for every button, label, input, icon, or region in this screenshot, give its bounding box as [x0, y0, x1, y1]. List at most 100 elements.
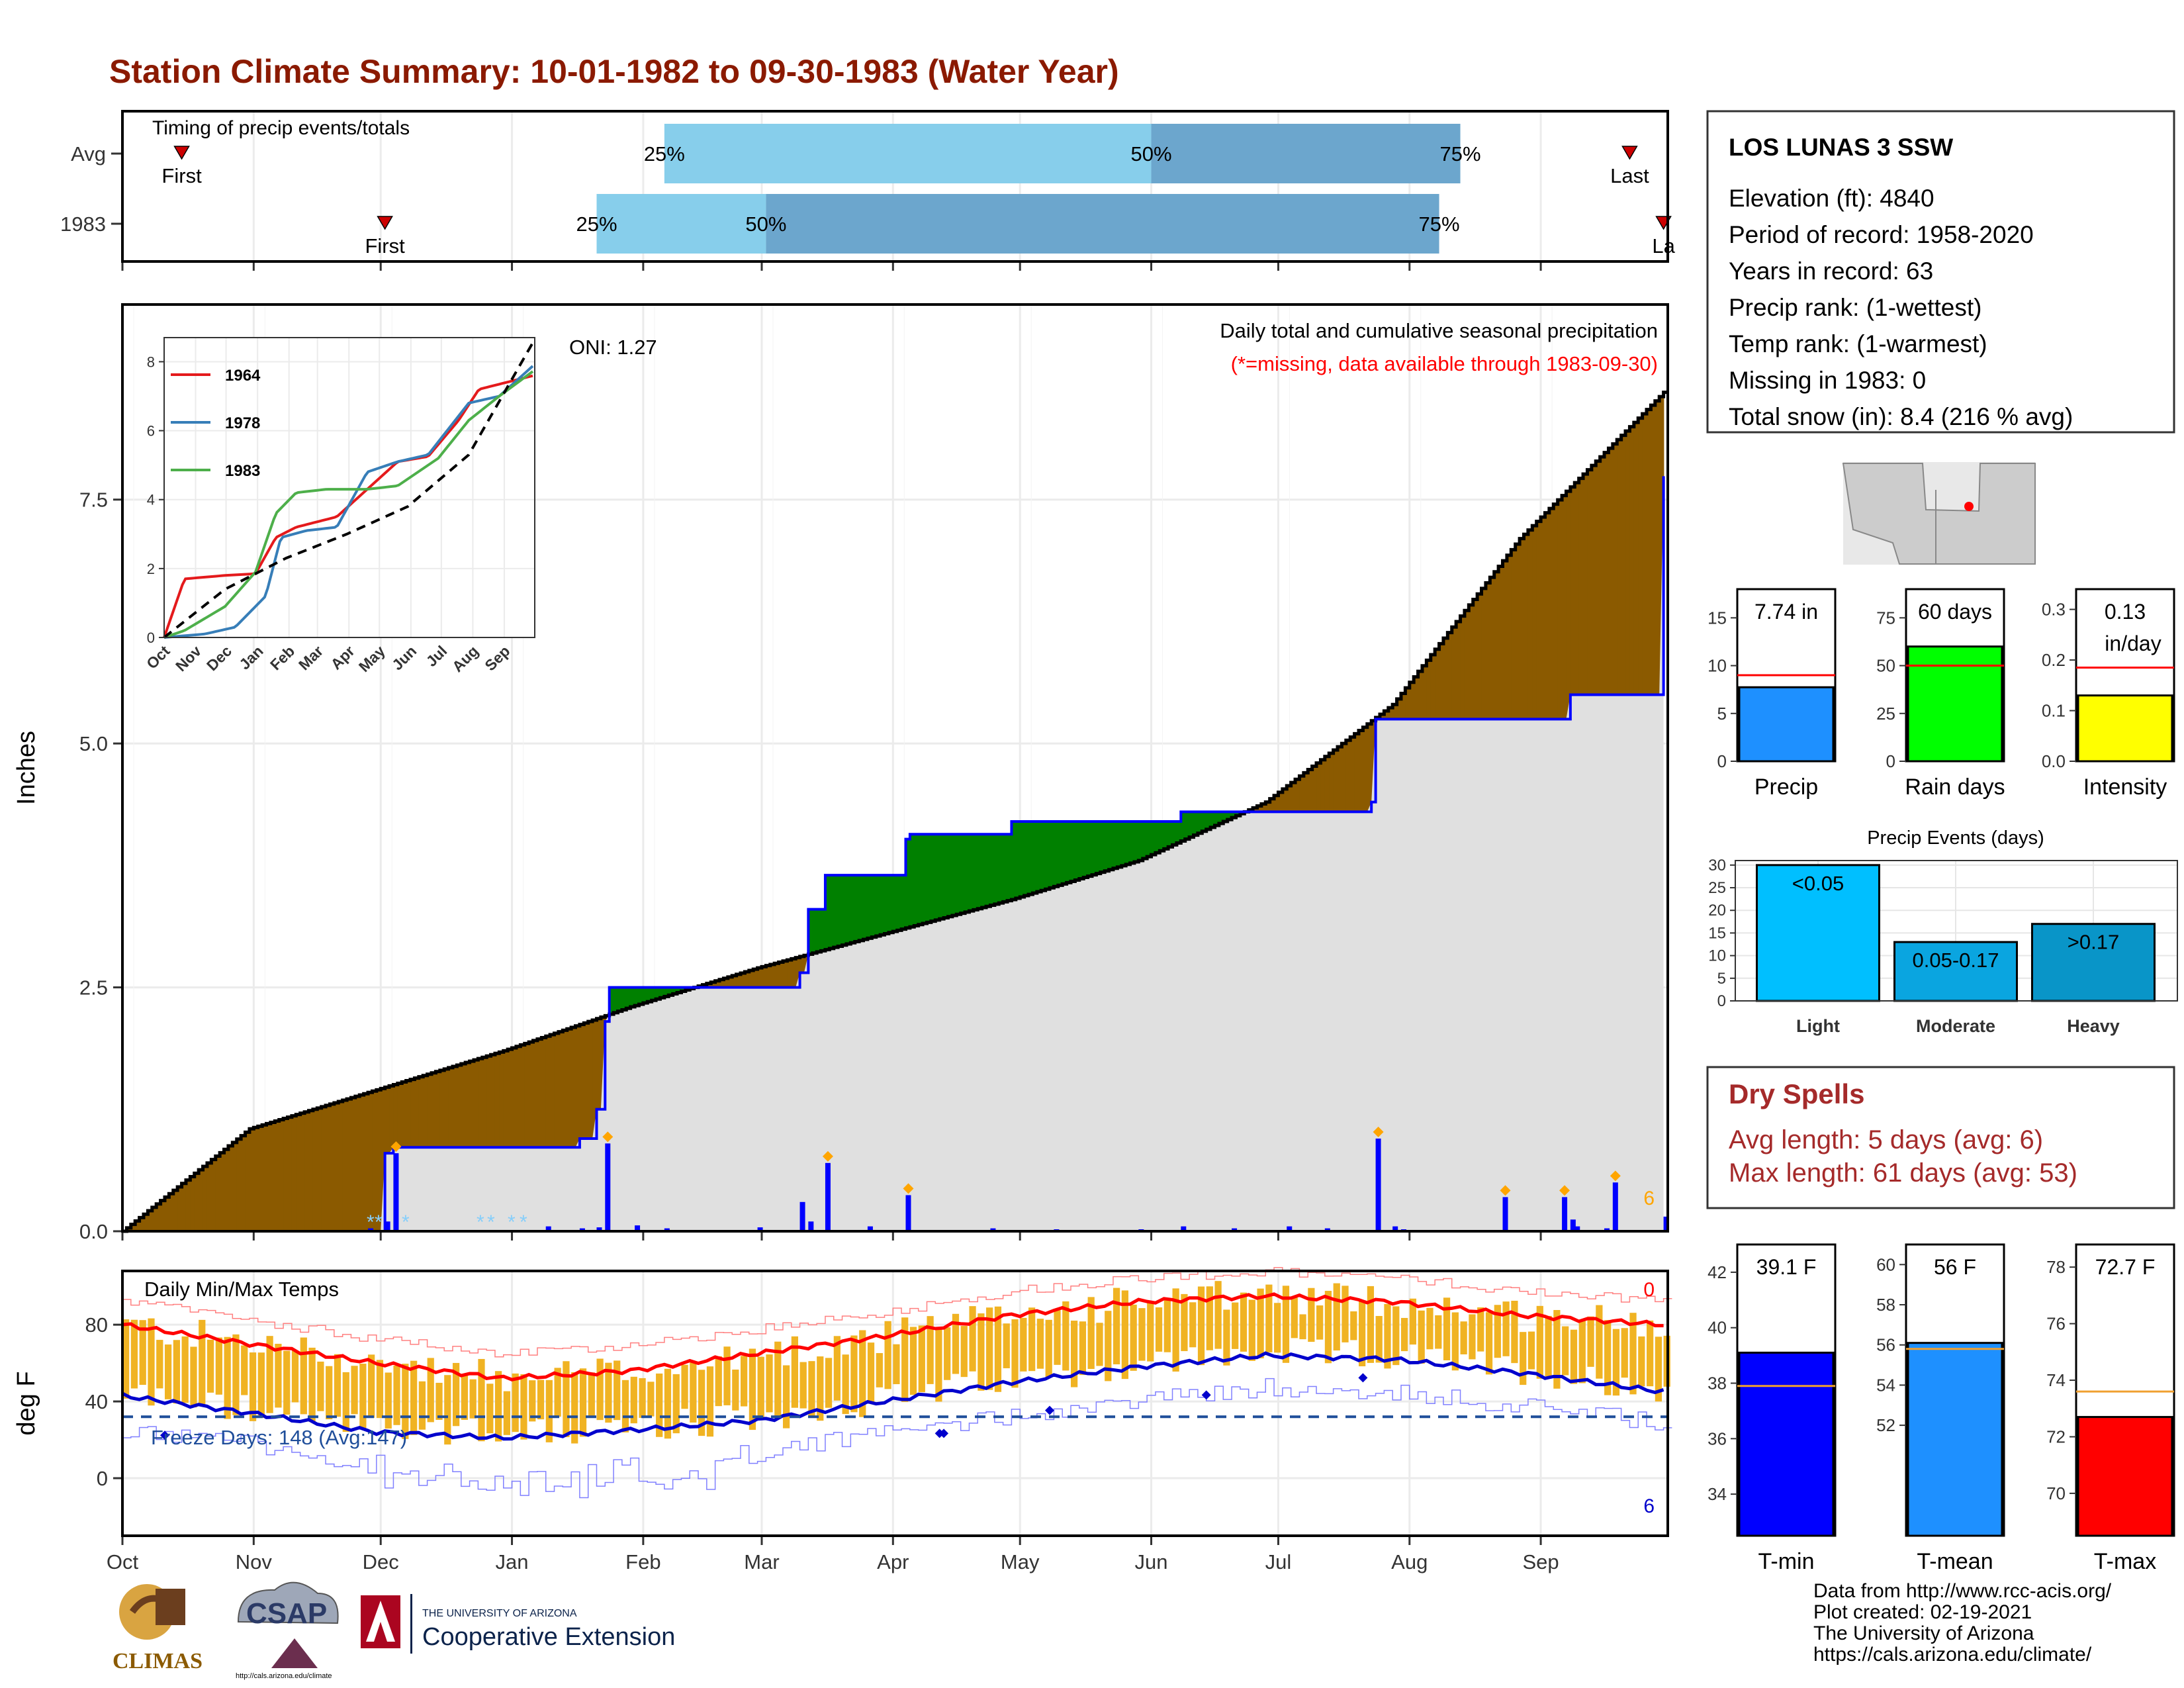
daily-precip-bar [579, 1228, 585, 1231]
record-marker [1201, 1390, 1211, 1400]
daily-temp-bar [402, 1364, 409, 1439]
daily-temp-bar [427, 1358, 434, 1423]
footer-line: The University of Arizona [1813, 1622, 2034, 1644]
daily-temp-bar [359, 1364, 367, 1429]
daily-temp-bar [249, 1352, 257, 1421]
below-normal-area [588, 1021, 593, 1139]
below-normal-area [571, 1027, 576, 1148]
above-normal-area [829, 875, 835, 949]
below-normal-area [1557, 500, 1563, 720]
above-normal-area [833, 875, 839, 948]
daily-temp-bar [1426, 1307, 1433, 1350]
daily-temp-bar [545, 1380, 553, 1442]
below-normal-area [334, 1102, 340, 1231]
daily-temp-bar [1629, 1313, 1637, 1395]
y-tick-label: 0 [97, 1467, 108, 1490]
daily-temp-bar [1638, 1336, 1645, 1387]
above-normal-area [1087, 821, 1093, 876]
daily-precip-bar [1181, 1226, 1187, 1231]
below-normal-area [148, 1211, 153, 1231]
below-normal-area [439, 1070, 445, 1148]
below-normal-area [351, 1098, 356, 1231]
daily-temp-bar [817, 1356, 824, 1421]
below-normal-area [490, 1055, 496, 1148]
daily-temp-bar [232, 1334, 240, 1415]
daily-temp-bar [1155, 1307, 1163, 1352]
below-normal-area [1439, 643, 1444, 720]
above-normal-area [639, 987, 644, 1005]
y-tick-label: 80 [85, 1313, 108, 1336]
bar-tick-label: 34 [1707, 1484, 1727, 1504]
daily-temp-bar [579, 1368, 587, 1437]
above-normal-area [1036, 821, 1042, 892]
above-normal-area [1130, 821, 1135, 863]
below-normal-area [245, 1132, 250, 1231]
below-normal-area [1612, 444, 1618, 695]
below-normal-area [372, 1091, 377, 1231]
daily-temp-bar [1655, 1336, 1662, 1402]
daily-temp-bar [1520, 1332, 1527, 1385]
month-tick-label: Jul [1265, 1550, 1292, 1573]
bar-tick-label: 58 [1876, 1295, 1895, 1315]
below-normal-area [545, 1036, 551, 1148]
snow-marker: * [508, 1211, 516, 1233]
below-normal-area [228, 1146, 234, 1231]
inset-series-line [163, 365, 534, 639]
daily-precip-bar [545, 1226, 551, 1231]
below-normal-area [1477, 594, 1482, 720]
station-info-line: Period of record: 1958-2020 [1729, 221, 2034, 248]
above-normal-area [660, 987, 665, 998]
tmin-value-label: 39.1 F [1756, 1255, 1817, 1279]
below-normal-area [1350, 737, 1355, 812]
below-normal-area [596, 1018, 602, 1109]
above-normal-area [863, 875, 868, 940]
timing-bar-q50-q75 [1151, 124, 1461, 183]
daily-temp-bar [1392, 1306, 1400, 1366]
first-label: First [161, 164, 202, 187]
above-normal-area [960, 834, 966, 914]
below-normal-area [706, 983, 712, 988]
below-normal-area [1295, 779, 1300, 812]
bar-tick-label: 76 [2046, 1314, 2066, 1334]
above-normal-area [990, 834, 995, 906]
below-normal-area [770, 964, 775, 988]
csap-logo: CSAP http://cals.arizona.edu/climate [236, 1581, 339, 1680]
daily-temp-bar [122, 1319, 130, 1399]
last-label: La [1652, 234, 1675, 258]
below-normal-area [579, 1024, 585, 1139]
daily-temp-bar [766, 1354, 773, 1413]
above-normal-area [914, 834, 919, 926]
precip-subtitle: (*=missing, data available through 1983-… [1231, 352, 1658, 375]
below-normal-area [482, 1057, 487, 1148]
ua-line1: THE UNIVERSITY OF ARIZONA [422, 1608, 577, 1619]
below-normal-area [160, 1200, 165, 1231]
daily-temp-bar [1121, 1290, 1128, 1380]
below-normal-area [529, 1042, 534, 1148]
below-normal-area [1617, 440, 1622, 695]
intensity-bar [2077, 694, 2173, 763]
daily-temp-bar [1621, 1328, 1628, 1378]
daily-temp-bar [1647, 1320, 1654, 1387]
ua-line2: Cooperative Extension [422, 1623, 675, 1651]
avg-max-line [122, 1292, 1664, 1382]
above-normal-area [1134, 821, 1140, 862]
daily-precip-bar [990, 1228, 996, 1231]
above-normal-area [952, 834, 958, 916]
below-normal-area [1308, 769, 1313, 812]
station-info-line: Temp rank: (1-warmest) [1729, 330, 1987, 357]
below-normal-area [1566, 491, 1571, 720]
daily-temp-bar [690, 1362, 697, 1423]
daily-temp-bar [164, 1344, 172, 1399]
daily-temp-bar [1350, 1311, 1357, 1340]
legend-label: 1983 [225, 462, 260, 480]
below-normal-area [1515, 544, 1520, 720]
daily-temp-bar [884, 1321, 891, 1389]
below-normal-area [749, 970, 754, 988]
below-normal-area [1414, 677, 1419, 720]
below-normal-area [203, 1166, 208, 1231]
below-normal-area [1506, 555, 1512, 720]
daily-precip-bar [664, 1228, 670, 1231]
below-normal-area [1532, 526, 1537, 720]
observed-cumulative-line [122, 476, 1665, 1233]
bar-tick-label: 60 [1876, 1254, 1895, 1274]
